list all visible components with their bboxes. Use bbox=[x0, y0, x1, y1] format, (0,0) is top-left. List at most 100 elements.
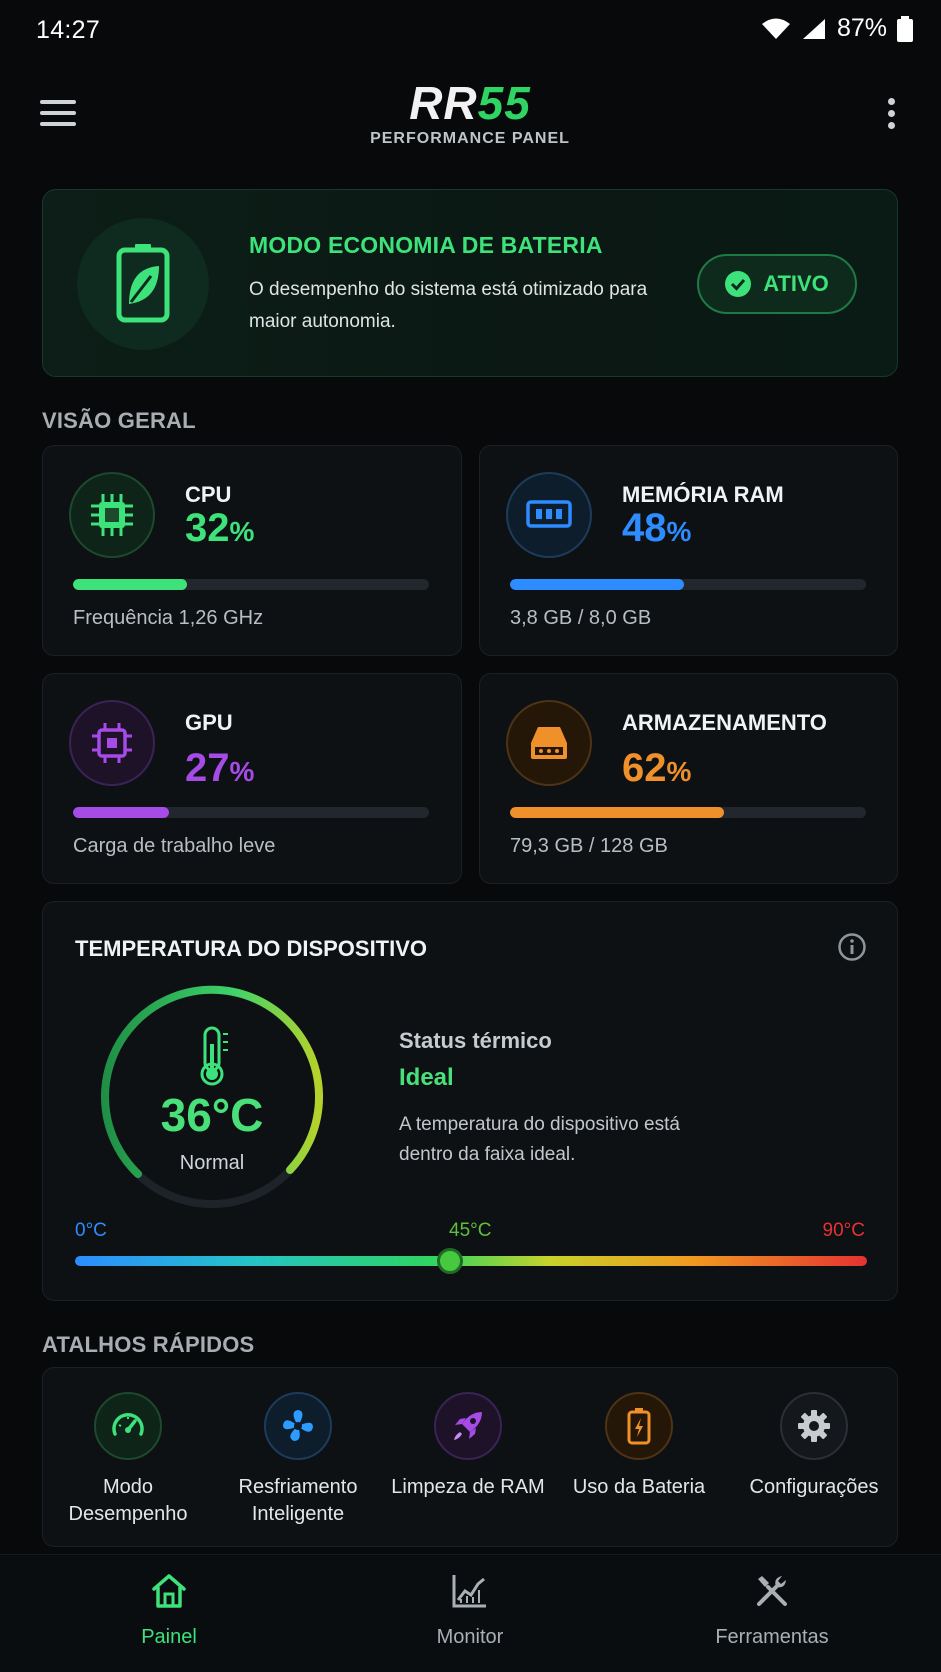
status-indicators: 87% bbox=[761, 14, 913, 43]
more-icon-dot bbox=[887, 110, 895, 117]
speedometer-icon bbox=[112, 1413, 144, 1436]
cpu-title: CPU bbox=[185, 482, 232, 507]
shortcut-label: Resfriamento Inteligente bbox=[238, 1476, 358, 1525]
cpu-usage-bar bbox=[73, 579, 429, 590]
battery-saver-card[interactable]: MODO ECONOMIA DE BATERIA O desempenho do… bbox=[42, 189, 898, 377]
cpu-chip-icon bbox=[91, 494, 133, 536]
more-options-button[interactable] bbox=[885, 98, 897, 132]
thermal-status-description: A temperatura do dispositivo está dentro… bbox=[399, 1114, 680, 1165]
home-icon bbox=[152, 1574, 186, 1608]
app-logo: RR55 PERFORMANCE PANEL bbox=[370, 80, 570, 148]
shortcut-label: Limpeza de RAM bbox=[391, 1476, 545, 1498]
battery-percent: 87% bbox=[836, 14, 887, 42]
signal-icon bbox=[802, 18, 825, 39]
hamburger-icon-line bbox=[40, 111, 76, 115]
nav-label-ferramentas: Ferramentas bbox=[715, 1626, 829, 1648]
gpu-chip-icon bbox=[92, 723, 132, 763]
menu-button[interactable] bbox=[40, 100, 76, 128]
nav-label-monitor: Monitor bbox=[436, 1626, 504, 1648]
nav-item-ferramentas[interactable]: Ferramentas bbox=[672, 1573, 872, 1649]
thermal-status-value: Ideal bbox=[399, 1064, 454, 1091]
battery-saver-title: MODO ECONOMIA DE BATERIA bbox=[249, 232, 603, 258]
status-time: 14:27 bbox=[36, 16, 101, 44]
shortcut-icon-wrap bbox=[94, 1392, 162, 1460]
status-bar: 14:27 87% bbox=[0, 0, 941, 64]
shortcut-icon-wrap bbox=[264, 1392, 332, 1460]
more-icon-dot bbox=[887, 98, 895, 105]
eco-battery-icon bbox=[116, 244, 170, 323]
gpu-usage-fill bbox=[73, 807, 170, 818]
storage-drive-icon bbox=[531, 727, 567, 759]
shortcut-performance-mode[interactable]: Modo Desempenho bbox=[43, 1392, 213, 1528]
logo-subtitle: PERFORMANCE PANEL bbox=[370, 130, 570, 147]
shortcut-battery-usage[interactable]: Uso da Bateria bbox=[554, 1392, 724, 1501]
cpu-icon-wrap bbox=[69, 472, 155, 558]
storage-value: 62% bbox=[622, 746, 692, 790]
storage-icon-wrap bbox=[506, 700, 592, 786]
ram-module-icon bbox=[526, 500, 572, 528]
thermal-status-title: Status térmico bbox=[399, 1028, 552, 1053]
cpu-frequency: Frequência 1,26 GHz bbox=[73, 607, 264, 629]
overview-section-label: VISÃO GERAL bbox=[42, 408, 196, 433]
scale-min-label: 0°C bbox=[75, 1220, 107, 1241]
storage-usage-fill bbox=[510, 807, 724, 818]
info-icon[interactable] bbox=[837, 932, 867, 962]
scale-mid-label: 45°C bbox=[449, 1220, 492, 1241]
shortcut-ram-cleanup[interactable]: Limpeza de RAM bbox=[383, 1392, 553, 1501]
battery-saver-status-badge[interactable]: ATIVO bbox=[697, 254, 857, 314]
temperature-gauge bbox=[101, 985, 323, 1208]
storage-card[interactable]: ARMAZENAMENTO 62% 79,3 GB / 128 GB bbox=[479, 673, 898, 884]
shortcut-icon-wrap bbox=[434, 1392, 502, 1460]
thermometer-icon bbox=[200, 1026, 228, 1086]
cpu-value: 32% bbox=[185, 506, 255, 550]
logo-55: 55 bbox=[477, 77, 531, 129]
fan-icon bbox=[283, 1410, 313, 1441]
ram-usage-detail: 3,8 GB / 8,0 GB bbox=[510, 607, 652, 629]
storage-title: ARMAZENAMENTO bbox=[622, 710, 827, 735]
battery-saver-icon-wrap bbox=[77, 218, 209, 350]
shortcut-label: Modo Desempenho bbox=[68, 1476, 188, 1525]
ram-card[interactable]: MEMÓRIA RAM 48% 3,8 GB / 8,0 GB bbox=[479, 445, 898, 656]
shortcut-icon-wrap bbox=[780, 1392, 848, 1460]
ram-usage-bar bbox=[510, 579, 866, 590]
hamburger-icon-line bbox=[40, 100, 76, 104]
scale-max-label: 90°C bbox=[822, 1220, 865, 1241]
temperature-scale-marker bbox=[437, 1248, 463, 1274]
temperature-title: TEMPERATURA DO DISPOSITIVO bbox=[75, 936, 428, 961]
ram-icon-wrap bbox=[506, 472, 592, 558]
chart-icon bbox=[452, 1575, 486, 1608]
shortcut-smart-cooling[interactable]: Resfriamento Inteligente bbox=[213, 1392, 383, 1528]
shortcuts-section-label: ATALHOS RÁPIDOS bbox=[42, 1332, 255, 1357]
shortcuts-panel: Modo Desempenho Resfriamento Inteligente… bbox=[42, 1367, 898, 1547]
rocket-icon bbox=[454, 1412, 482, 1440]
battery-status-icon bbox=[897, 15, 913, 42]
hamburger-icon-line bbox=[40, 122, 76, 126]
nav-label-painel: Painel bbox=[141, 1626, 197, 1648]
gpu-workload: Carga de trabalho leve bbox=[73, 835, 276, 857]
gpu-title: GPU bbox=[185, 710, 233, 735]
temperature-state: Normal bbox=[179, 1152, 245, 1174]
tools-icon bbox=[757, 1576, 787, 1606]
shortcut-label: Configurações bbox=[749, 1476, 879, 1498]
gpu-card[interactable]: GPU 27% Carga de trabalho leve bbox=[42, 673, 462, 884]
gpu-value: 27% bbox=[185, 746, 255, 790]
storage-usage-detail: 79,3 GB / 128 GB bbox=[510, 835, 668, 857]
battery-saver-description: O desempenho do sistema está otimizado p… bbox=[249, 279, 648, 332]
gpu-usage-bar bbox=[73, 807, 429, 818]
ram-value: 48% bbox=[622, 506, 692, 550]
shortcut-settings[interactable]: Configurações bbox=[729, 1392, 899, 1501]
cpu-usage-fill bbox=[73, 579, 187, 590]
gpu-icon-wrap bbox=[69, 700, 155, 786]
cpu-card[interactable]: CPU 32% Frequência 1,26 GHz bbox=[42, 445, 462, 656]
shortcut-label: Uso da Bateria bbox=[572, 1476, 706, 1498]
shortcut-icon-wrap bbox=[605, 1392, 673, 1460]
bottom-navigation: Painel Monitor Ferramentas bbox=[0, 1554, 941, 1672]
gear-icon bbox=[798, 1410, 830, 1442]
temperature-value: 36°C bbox=[160, 1089, 264, 1141]
temperature-card: TEMPERATURA DO DISPOSITIVO 36°C Normal S… bbox=[42, 901, 898, 1301]
ram-usage-fill bbox=[510, 579, 685, 590]
nav-item-monitor[interactable]: Monitor bbox=[370, 1573, 570, 1649]
nav-item-painel[interactable]: Painel bbox=[69, 1573, 269, 1649]
storage-usage-bar bbox=[510, 807, 866, 818]
logo-rr: RR bbox=[409, 77, 478, 129]
